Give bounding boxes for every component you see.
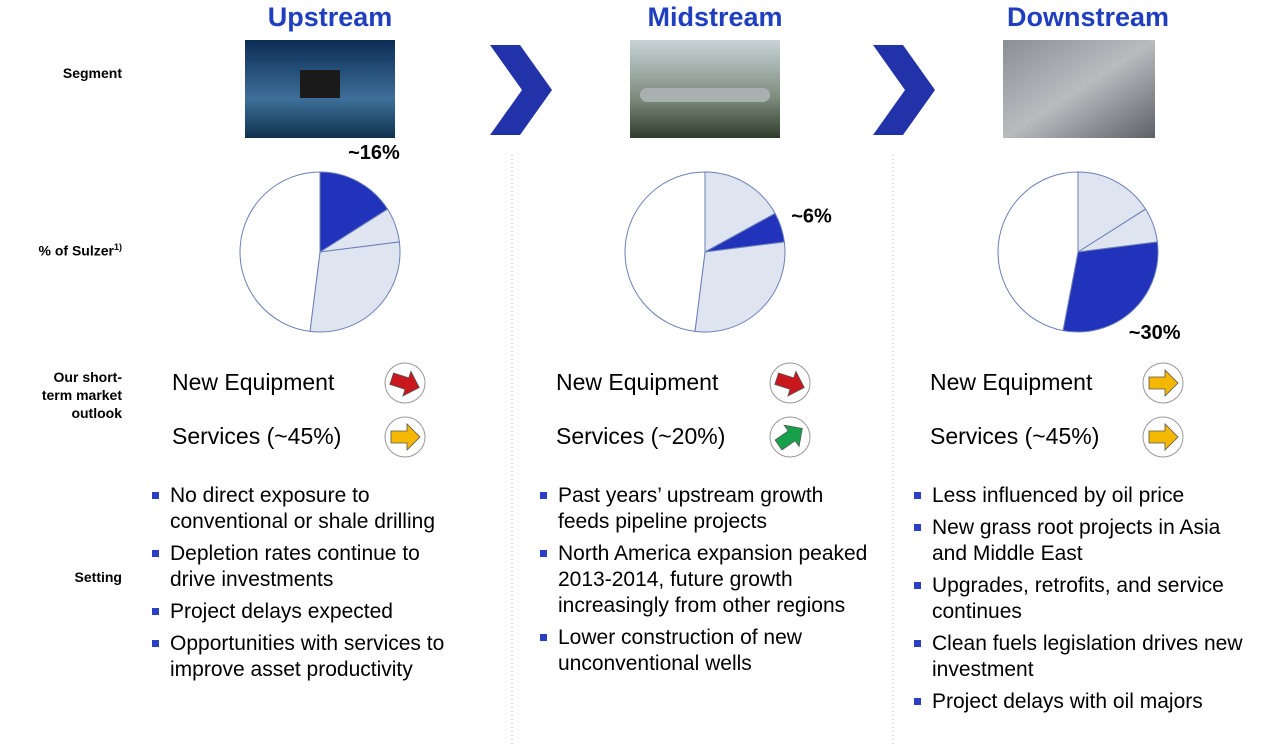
setting-list: Less influenced by oil price New grass ro… — [912, 483, 1252, 721]
setting-bullet: Opportunities with services to improve a… — [150, 631, 470, 683]
setting-bullet: Upgrades, retrofits, and service continu… — [912, 573, 1252, 625]
outlook-label: Services (~20%) — [556, 423, 726, 449]
outlook-arrow — [774, 424, 803, 451]
pie-slice — [1062, 241, 1159, 333]
row-label: Setting — [74, 569, 122, 585]
outlook-label: Services (~45%) — [930, 423, 1100, 449]
setting-bullet: Lower construction of new unconventional… — [538, 625, 868, 677]
outlook-label: New Equipment — [930, 369, 1093, 395]
data-label: ~30% — [1129, 322, 1181, 344]
pie-slice — [309, 241, 401, 333]
footnote-mark: 1) — [113, 242, 122, 252]
setting-bullet: Project delays expected — [150, 599, 470, 625]
row-label-text: % of Sulzer — [38, 242, 114, 259]
pie-slice — [1077, 171, 1147, 253]
photo-detail — [300, 70, 340, 98]
setting-list: Past years’ upstream growth feeds pipeli… — [538, 483, 868, 683]
setting-bullet: Depletion rates continue to drive invest… — [150, 541, 470, 593]
row-label: % of Sulzer1) — [22, 238, 122, 260]
setting-bullet: North America expansion peaked 2013-2014… — [538, 541, 868, 619]
setting-bullet: New grass root projects in Asia and Midd… — [912, 515, 1252, 567]
outlook-label: New Equipment — [172, 369, 335, 395]
pie-slice — [997, 171, 1079, 332]
pie-slice — [704, 171, 776, 253]
photo — [1003, 40, 1155, 138]
photo-detail — [640, 88, 770, 102]
outlook-arrow — [389, 370, 420, 397]
outlook-arrow — [390, 423, 421, 451]
row-label: Segment — [62, 65, 122, 81]
outlook-label: Services (~45%) — [172, 423, 342, 449]
setting-bullet: Project delays with oil majors — [912, 689, 1252, 715]
pie-slice — [319, 171, 389, 253]
outlook-arrow — [1148, 369, 1179, 397]
pie-slice — [694, 241, 786, 333]
outlook-label: New Equipment — [556, 369, 719, 395]
setting-bullet: Clean fuels legislation drives new inves… — [912, 631, 1252, 683]
setting-list: No direct exposure to conventional or sh… — [150, 483, 470, 689]
row-label: Our short-term market outlook — [41, 369, 122, 421]
setting-bullet: Past years’ upstream growth feeds pipeli… — [538, 483, 868, 535]
pie-slice — [624, 171, 706, 332]
segment-title: Downstream — [1006, 2, 1170, 32]
data-label: ~16% — [348, 142, 400, 164]
segment-title: Midstream — [647, 2, 783, 32]
data-label: ~6% — [791, 206, 832, 228]
setting-bullet: No direct exposure to conventional or sh… — [150, 483, 470, 535]
segment-title: Upstream — [267, 2, 393, 32]
chevron — [490, 45, 552, 135]
outlook-arrow — [1148, 423, 1179, 451]
chevron — [873, 45, 935, 135]
setting-bullet: Less influenced by oil price — [912, 483, 1252, 509]
outlook-arrow — [774, 370, 805, 397]
pie-slice — [239, 171, 321, 332]
